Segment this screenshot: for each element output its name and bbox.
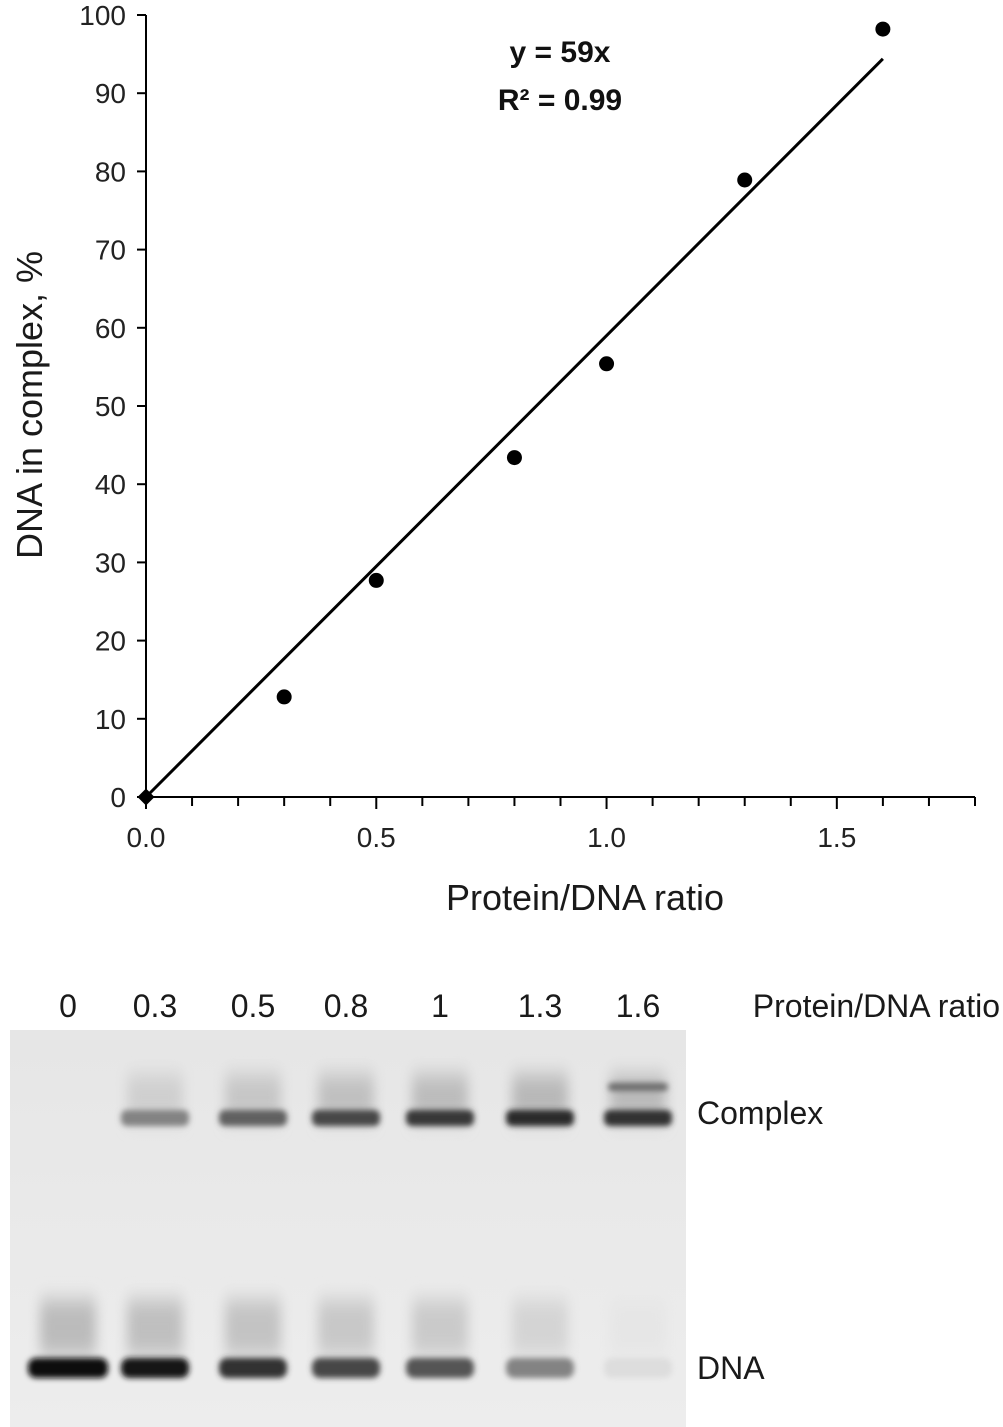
- data-point: [506, 450, 522, 466]
- data-points: [137, 21, 891, 806]
- gel-lane-header: 0.8: [324, 988, 368, 1024]
- gel-lane-header: 0.5: [231, 988, 275, 1024]
- y-tick-label: 90: [95, 78, 126, 109]
- y-axis-ticks: 0 10 20 30 40 50 60 70 80 90 100: [79, 0, 146, 813]
- gel-lane-header: 1: [431, 988, 449, 1024]
- y-tick-label: 80: [95, 156, 126, 187]
- x-axis-ticks: 0.0 0.5 1.0 1.5: [127, 797, 976, 853]
- dna-smear: [127, 1300, 183, 1355]
- dna-smear: [610, 1300, 666, 1355]
- dna-band: [312, 1358, 380, 1378]
- complex-band: [219, 1110, 287, 1126]
- gel-header-label: Protein/DNA ratio: [753, 988, 1000, 1024]
- trendline-equation: y = 59x: [510, 36, 611, 69]
- y-tick-label: 10: [95, 704, 126, 735]
- y-axis-title: DNA in complex, %: [9, 251, 50, 559]
- dna-band-label: DNA: [697, 1350, 765, 1386]
- gel-lane-header: 1.6: [616, 988, 660, 1024]
- upper-band: [608, 1083, 668, 1091]
- data-point: [368, 572, 384, 588]
- data-point: [737, 172, 753, 188]
- y-tick-label: 60: [95, 313, 126, 344]
- complex-band: [406, 1110, 474, 1126]
- dna-band: [28, 1358, 108, 1378]
- dna-band: [406, 1358, 474, 1378]
- gel-lane-headers: 0 0.3 0.5 0.8 1 1.3 1.6: [59, 988, 660, 1024]
- x-axis-title: Protein/DNA ratio: [446, 877, 724, 918]
- dna-smear: [225, 1300, 281, 1355]
- y-tick-label: 20: [95, 626, 126, 657]
- gel-lane-header: 0: [59, 988, 77, 1024]
- scatter-plot: 0 10 20 30 40 50 60 70 80 90 100 0.0 0.5 1.0 1.5 y = …: [9, 0, 976, 918]
- dna-band: [121, 1358, 189, 1378]
- y-tick-label: 50: [95, 391, 126, 422]
- gel-panel: 0 0.3 0.5 0.8 1 1.3 1.6 Protein/DNA ratio Comp…: [10, 988, 1000, 1427]
- x-tick-label: 1.0: [587, 822, 626, 853]
- x-tick-label: 0.0: [127, 822, 166, 853]
- gel-lane-header: 1.3: [518, 988, 562, 1024]
- data-point: [599, 356, 615, 372]
- trendline: [144, 57, 884, 799]
- y-tick-label: 100: [79, 0, 126, 31]
- plot-axes: [145, 15, 975, 798]
- dna-smear: [412, 1300, 468, 1355]
- dna-band: [506, 1358, 574, 1378]
- dna-smear: [512, 1300, 568, 1355]
- dna-smear: [40, 1300, 96, 1355]
- dna-band: [219, 1358, 287, 1378]
- complex-band: [506, 1110, 574, 1126]
- data-point: [137, 788, 155, 806]
- complex-band: [121, 1110, 189, 1126]
- gel-lane-header: 0.3: [133, 988, 177, 1024]
- dna-band: [604, 1358, 672, 1378]
- complex-band: [312, 1110, 380, 1126]
- trendline-r-squared: R² = 0.99: [498, 84, 622, 117]
- data-point: [875, 21, 891, 37]
- gel-bands: [28, 1075, 672, 1378]
- y-tick-label: 30: [95, 547, 126, 578]
- y-tick-label: 0: [110, 782, 126, 813]
- x-tick-label: 0.5: [357, 822, 396, 853]
- complex-band-label: Complex: [697, 1095, 823, 1131]
- data-point: [276, 689, 292, 705]
- x-tick-label: 1.5: [817, 822, 856, 853]
- y-tick-label: 70: [95, 235, 126, 266]
- complex-band: [604, 1110, 672, 1126]
- y-tick-label: 40: [95, 469, 126, 500]
- dna-smear: [318, 1300, 374, 1355]
